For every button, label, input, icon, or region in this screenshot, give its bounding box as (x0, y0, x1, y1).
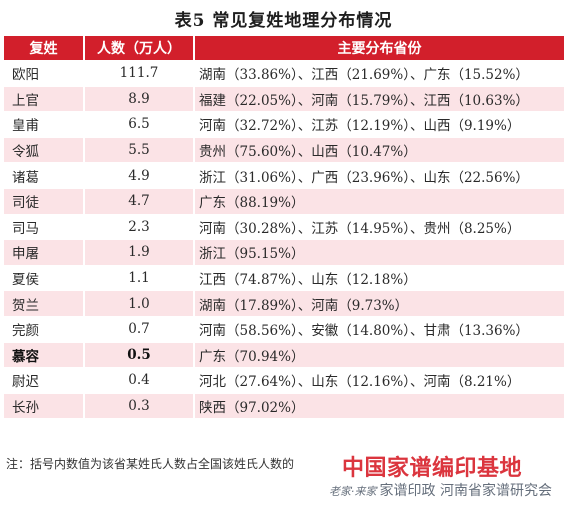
surname-cell: 申屠 (4, 239, 85, 266)
population-cell: 4.9 (84, 162, 195, 189)
surname-cell: 司马 (4, 213, 85, 240)
table-row: 长孙 0.3 陕西（97.02%） (4, 392, 564, 419)
population-cell: 2.3 (84, 213, 195, 240)
table-body: 欧阳 111.7 湖南（33.86%）、江西（21.69%）、广东（15.52%）上… (4, 60, 564, 419)
population-cell: 0.3 (84, 392, 195, 419)
table-row: 令狐 5.5 贵州（75.60%）、山西（10.47%） (4, 136, 564, 163)
population-cell: 1.9 (84, 239, 195, 266)
table-row: 贺兰 1.0 湖南（17.89%）、河南（9.73%） (4, 290, 564, 317)
table-row: 申屠 1.9 浙江（95.15%） (4, 239, 564, 266)
surname-cell: 欧阳 (4, 60, 85, 87)
table-row: 上官 8.9 福建（22.05%）、河南（15.79%）、江西（10.63%） (4, 85, 564, 112)
table-title: 表5 常见复姓地理分布情况 (174, 11, 393, 31)
surname-cell: 司徒 (4, 187, 85, 215)
provinces-cell: 河南（58.56%）、安徽（14.80%）、甘肃（13.36%） (194, 315, 564, 343)
surname-cell: 令狐 (4, 136, 85, 163)
population-cell: 8.9 (84, 85, 195, 112)
table-row: 司马 2.3 河南（30.28%）、江苏（14.95%）、贵州（8.25%） (4, 213, 564, 240)
table-row: 诸葛 4.9 浙江（31.06%）、广西（23.96%）、山东（22.56%） (4, 162, 564, 189)
table-row: 完颜 0.7 河南（58.56%）、安徽（14.80%）、甘肃（13.36%） (4, 315, 564, 343)
table-note: 注：括号内数值为该省某姓氏人数占全国该姓氏人数的 (6, 457, 295, 471)
provinces-cell: 广东（70.94%） (194, 341, 564, 368)
surname-distribution-table: 复姓 人数（万人） 主要分布省份 欧阳 111.7 湖南（33.86%）、江西（21… (4, 36, 564, 419)
provinces-cell: 河南（32.72%）、江苏（12.19%）、山西（9.19%） (194, 111, 564, 138)
watermark-slogan: 老家·来家 (329, 485, 377, 498)
population-cell: 111.7 (84, 60, 195, 87)
table-row: 尉迟 0.4 河北（27.64%）、山东（12.16%）、河南（8.21%） (4, 367, 564, 394)
provinces-cell: 河北（27.64%）、山东（12.16%）、河南（8.21%） (194, 367, 564, 394)
surname-cell: 诸葛 (4, 162, 85, 189)
surname-cell: 上官 (4, 85, 85, 112)
population-cell: 0.4 (84, 367, 195, 394)
population-cell: 1.1 (84, 264, 195, 291)
table-row: 慕容 0.5 广东（70.94%） (4, 341, 564, 368)
header-population: 人数（万人） (84, 36, 195, 61)
table-row: 司徒 4.7 广东（88.19%） (4, 187, 564, 215)
surname-cell: 皇甫 (4, 111, 85, 138)
provinces-cell: 浙江（31.06%）、广西（23.96%）、山东（22.56%） (194, 162, 564, 189)
population-cell: 1.0 (84, 290, 195, 317)
provinces-cell: 陕西（97.02%） (194, 392, 564, 419)
population-cell: 0.7 (84, 315, 195, 343)
population-cell: 4.7 (84, 187, 195, 215)
table-row: 欧阳 111.7 湖南（33.86%）、江西（21.69%）、广东（15.52%） (4, 60, 564, 87)
watermark-org: 家谱印政 河南省家谱研究会 (379, 483, 552, 499)
provinces-cell: 福建（22.05%）、河南（15.79%）、江西（10.63%） (194, 85, 564, 112)
surname-cell: 尉迟 (4, 367, 85, 394)
table-row: 夏侯 1.1 江西（74.87%）、山东（12.18%） (4, 264, 564, 291)
provinces-cell: 贵州（75.60%）、山西（10.47%） (194, 136, 564, 163)
table-row: 皇甫 6.5 河南（32.72%）、江苏（12.19%）、山西（9.19%） (4, 111, 564, 138)
surname-cell: 完颜 (4, 315, 85, 343)
population-cell: 5.5 (84, 136, 195, 163)
provinces-cell: 湖南（33.86%）、江西（21.69%）、广东（15.52%） (194, 60, 564, 87)
provinces-cell: 浙江（95.15%） (194, 239, 564, 266)
watermark-subtitle: 老家·来家 家谱印政 河南省家谱研究会 (329, 480, 552, 500)
provinces-cell: 河南（30.28%）、江苏（14.95%）、贵州（8.25%） (194, 213, 564, 240)
header-surname: 复姓 (4, 36, 85, 61)
provinces-cell: 广东（88.19%） (194, 187, 564, 215)
surname-cell: 长孙 (4, 392, 85, 419)
population-cell: 6.5 (84, 111, 195, 138)
table-header-row: 复姓 人数（万人） 主要分布省份 (4, 36, 564, 61)
surname-cell: 贺兰 (4, 290, 85, 317)
surname-cell: 夏侯 (4, 264, 85, 291)
provinces-cell: 湖南（17.89%）、河南（9.73%） (194, 290, 564, 317)
surname-cell: 慕容 (4, 341, 85, 368)
watermark-title: 中国家谱编印基地 (342, 455, 523, 481)
header-provinces: 主要分布省份 (194, 36, 564, 61)
population-cell: 0.5 (84, 341, 195, 368)
provinces-cell: 江西（74.87%）、山东（12.18%） (194, 264, 564, 291)
